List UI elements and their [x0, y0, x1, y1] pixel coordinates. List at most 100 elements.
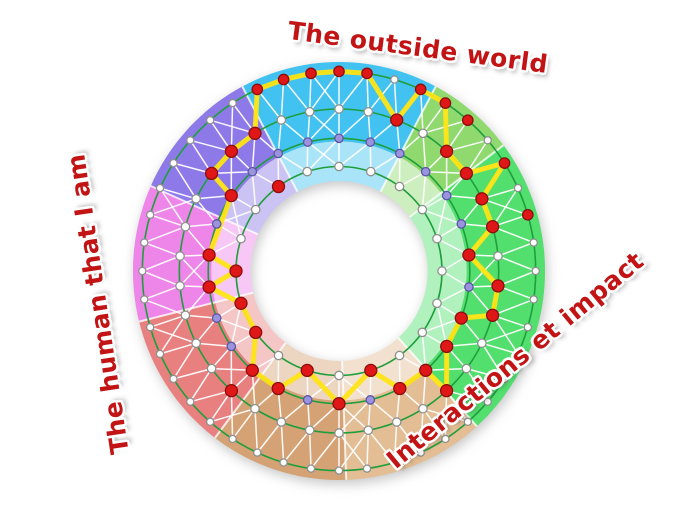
- white-node: [304, 425, 315, 436]
- red-node: [229, 264, 243, 278]
- red-node: [440, 339, 454, 354]
- white-node: [417, 204, 428, 215]
- sector-violet-upper-left-outer: [150, 86, 279, 219]
- white-node: [250, 403, 260, 414]
- white-node: [228, 98, 237, 108]
- white-node: [276, 115, 287, 125]
- white-node: [463, 417, 473, 427]
- red-node: [224, 384, 239, 398]
- red-node: [459, 166, 474, 181]
- white-node: [418, 403, 428, 414]
- red-node: [461, 114, 474, 127]
- white-node: [191, 193, 201, 204]
- white-node: [140, 295, 149, 304]
- white-node: [191, 338, 201, 349]
- red-node: [491, 279, 505, 293]
- white-node: [432, 298, 442, 309]
- red-node: [521, 208, 534, 221]
- red-node: [277, 73, 290, 86]
- white-node: [362, 464, 372, 473]
- red-node: [249, 325, 263, 340]
- white-node: [279, 458, 288, 467]
- nodes: [138, 65, 540, 475]
- white-node: [302, 166, 313, 177]
- red-node: [248, 126, 262, 140]
- red-node: [361, 67, 373, 80]
- red-node: [454, 311, 468, 325]
- red-node: [414, 83, 427, 96]
- white-node: [228, 434, 237, 444]
- white-node: [513, 349, 523, 359]
- white-node: [483, 397, 492, 406]
- sector-green-light-upper-right-inner: [380, 156, 441, 217]
- white-node: [180, 310, 191, 321]
- purple-node: [456, 219, 467, 229]
- purple-node: [247, 166, 258, 177]
- white-node: [334, 104, 344, 114]
- white-node: [186, 397, 195, 406]
- red-node: [224, 188, 238, 203]
- purple-node: [226, 341, 237, 352]
- white-node: [138, 266, 147, 276]
- purple-node: [420, 166, 431, 177]
- white-node: [186, 136, 195, 145]
- white-node: [175, 251, 185, 261]
- white-node: [394, 181, 405, 192]
- red-node: [462, 248, 476, 262]
- white-node: [417, 327, 428, 338]
- red-node: [251, 83, 264, 96]
- white-node: [169, 158, 178, 168]
- white-node: [390, 75, 399, 84]
- red-node: [498, 157, 511, 169]
- white-node: [461, 363, 472, 374]
- red-node: [271, 179, 286, 194]
- white-node: [334, 428, 344, 438]
- red-node: [364, 363, 378, 378]
- red-node: [419, 363, 433, 377]
- white-node: [529, 295, 538, 304]
- red-node: [485, 220, 500, 234]
- sector-green-right-inner: [398, 193, 467, 368]
- purple-node: [441, 190, 452, 201]
- purple-node: [365, 137, 376, 147]
- white-node: [394, 350, 405, 361]
- white-node: [441, 434, 450, 444]
- white-node: [365, 166, 376, 177]
- red-node: [439, 97, 452, 109]
- white-node: [418, 128, 428, 139]
- white-node: [529, 238, 538, 247]
- red-node: [393, 381, 407, 396]
- red-node: [271, 381, 285, 396]
- white-node: [175, 281, 185, 291]
- white-node: [483, 136, 492, 145]
- white-node: [169, 374, 178, 384]
- sector-divider: [241, 86, 299, 193]
- red-node: [332, 397, 346, 411]
- white-node: [513, 183, 523, 193]
- white-node: [250, 204, 261, 215]
- white-node: [306, 464, 316, 473]
- white-node: [304, 106, 315, 117]
- purple-node: [302, 395, 313, 405]
- white-node: [236, 233, 246, 244]
- white-node: [416, 448, 425, 457]
- red-node: [204, 166, 219, 181]
- white-node: [334, 466, 344, 475]
- sector-divider: [150, 185, 259, 236]
- red-node: [245, 363, 259, 377]
- purple-node: [365, 395, 376, 405]
- white-node: [363, 425, 374, 436]
- white-node: [437, 266, 447, 276]
- white-node: [155, 183, 165, 193]
- purple-node: [334, 133, 344, 144]
- red-node: [475, 192, 489, 206]
- white-node: [206, 363, 217, 374]
- white-node: [334, 161, 344, 172]
- red-node: [439, 384, 454, 398]
- purple-node: [211, 313, 222, 323]
- red-node: [333, 65, 345, 78]
- purple-node: [211, 219, 222, 229]
- white-node: [145, 210, 155, 220]
